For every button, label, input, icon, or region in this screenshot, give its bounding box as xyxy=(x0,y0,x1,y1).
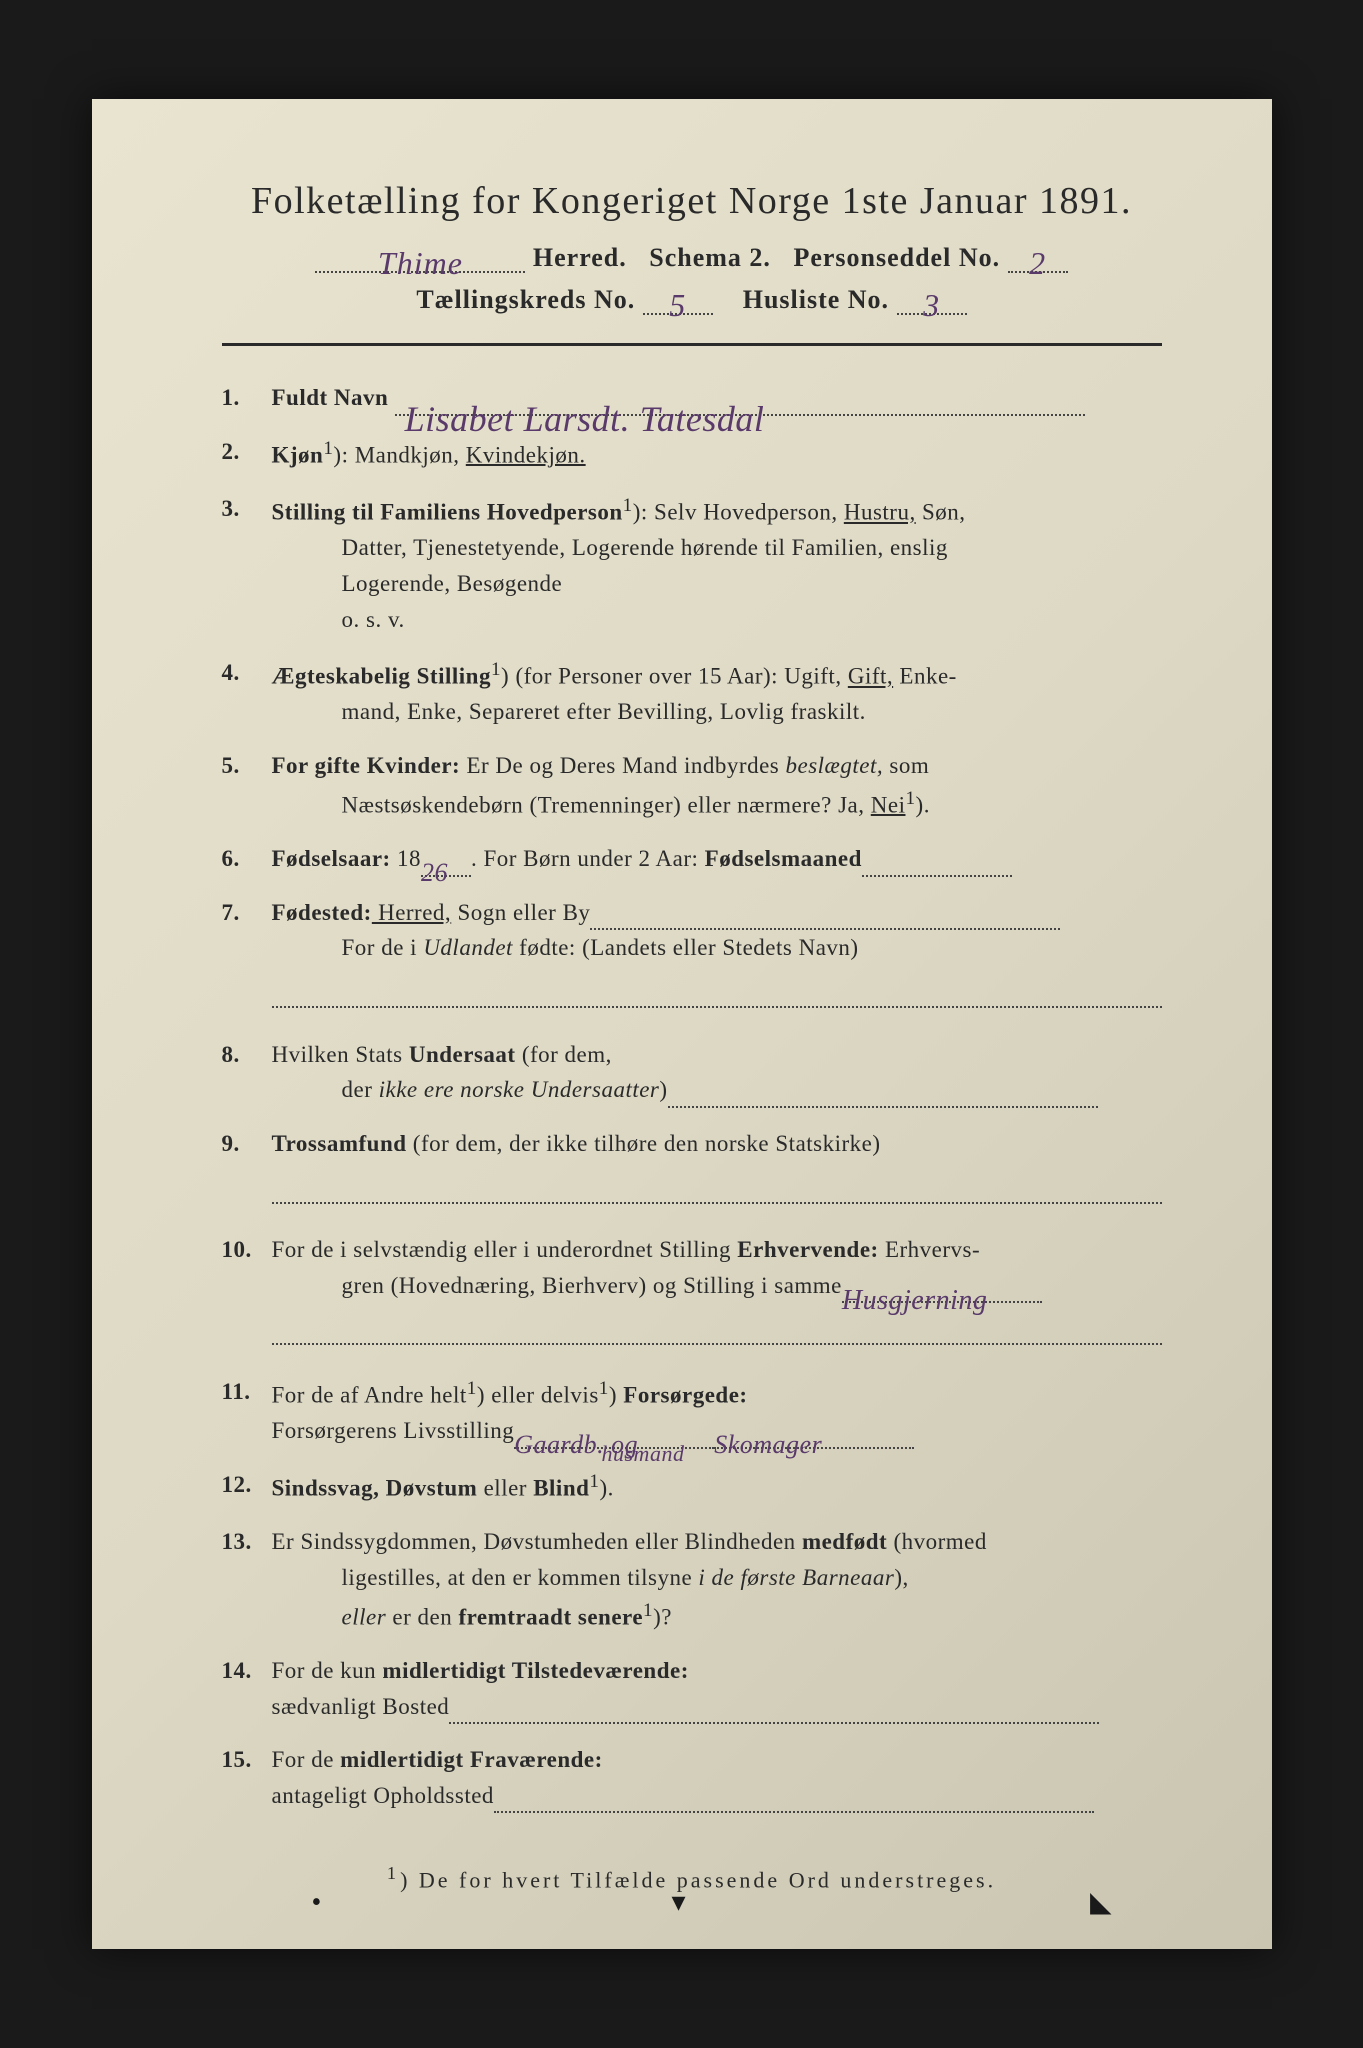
census-form-page: Folketælling for Kongeriget Norge 1ste J… xyxy=(92,99,1272,1949)
q1: 1. Fuldt Navn Lisabet Larsdt. Tatesdal xyxy=(222,380,1162,416)
q11-hand2: Skomager xyxy=(714,1425,822,1465)
q5: 5. For gifte Kvinder: Er De og Deres Man… xyxy=(222,748,1162,823)
q9: 9. Trossamfund (for dem, der ikke tilhør… xyxy=(222,1126,1162,1214)
q2-selected: Kvindekjøn. xyxy=(466,442,586,467)
person-label: Personseddel No. xyxy=(793,243,1000,272)
q13: 13. Er Sindssygdommen, Døvstumheden elle… xyxy=(222,1524,1162,1635)
q7: 7. Fødested: Herred, Sogn eller By For d… xyxy=(222,895,1162,1019)
herred-value: Thime xyxy=(378,245,463,282)
person-no: 2 xyxy=(1029,245,1046,282)
q8: 8. Hvilken Stats Undersaat (for dem, der… xyxy=(222,1037,1162,1108)
q6: 6. Fødselsaar: 1826. For Børn under 2 Aa… xyxy=(222,841,1162,877)
kreds-label: Tællingskreds No. xyxy=(416,285,635,314)
husliste-no: 3 xyxy=(923,287,940,324)
q7-selected: Herred, xyxy=(372,900,451,925)
header-line-1: Thime Herred. Schema 2. Personseddel No.… xyxy=(222,243,1162,273)
page-title: Folketælling for Kongeriget Norge 1ste J… xyxy=(222,179,1162,223)
binding-mark: • xyxy=(312,1887,322,1919)
herred-label: Herred. xyxy=(533,243,627,272)
footnote: 1) De for hvert Tilfælde passende Ord un… xyxy=(222,1863,1162,1893)
q5-selected: Nei xyxy=(871,792,906,817)
q4: 4. Ægteskabelig Stilling1) (for Personer… xyxy=(222,655,1162,730)
kreds-no: 5 xyxy=(669,287,686,324)
q11-hand3: husmand xyxy=(602,1437,685,1471)
q10: 10. For de i selvstændig eller i underor… xyxy=(222,1232,1162,1356)
q3: 3. Stilling til Familiens Hovedperson1):… xyxy=(222,491,1162,637)
q2: 2. Kjøn1): Mandkjøn, Kvindekjøn. xyxy=(222,434,1162,473)
q14: 14. For de kun midlertidigt Tilstedevære… xyxy=(222,1653,1162,1724)
binding-mark: ▾ xyxy=(672,1885,686,1919)
q3-selected: Hustru, xyxy=(844,500,916,525)
birth-year: 26 xyxy=(421,853,448,893)
schema-label: Schema 2. xyxy=(649,243,771,272)
q15: 15. For de midlertidigt Fraværende: anta… xyxy=(222,1742,1162,1813)
q10-hand: Husgjerning xyxy=(842,1279,988,1322)
q11: 11. For de af Andre helt1) eller delvis1… xyxy=(222,1374,1162,1449)
header-line-2: Tællingskreds No. 5 Husliste No. 3 xyxy=(222,285,1162,315)
husliste-label: Husliste No. xyxy=(743,285,889,314)
q12: 12. Sindssvag, Døvstum eller Blind1). xyxy=(222,1467,1162,1506)
q4-selected: Gift, xyxy=(848,664,893,689)
divider xyxy=(222,343,1162,346)
binding-mark: ◣ xyxy=(1090,1885,1112,1919)
